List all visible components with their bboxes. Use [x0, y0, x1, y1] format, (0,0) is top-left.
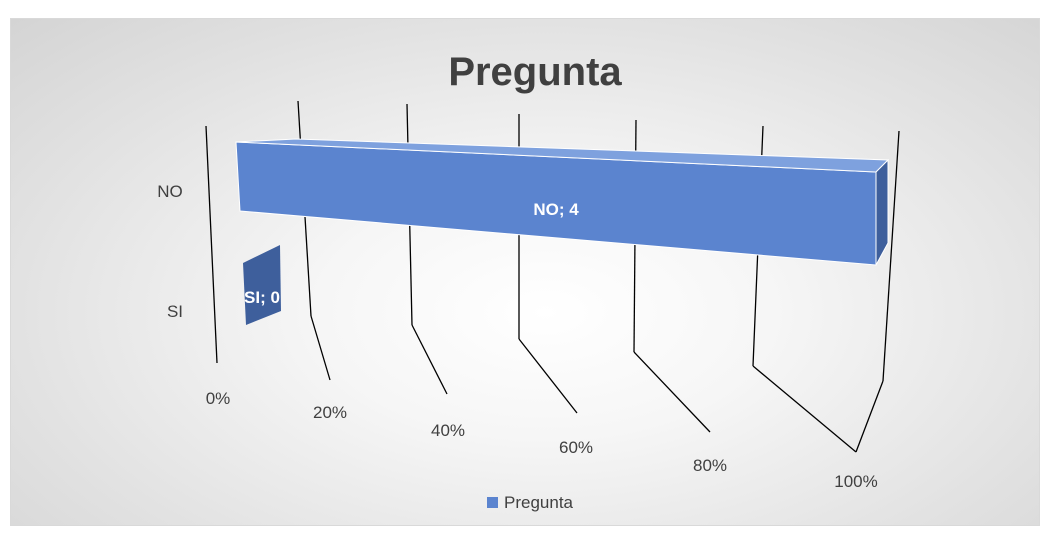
x-tick-label: 60%	[559, 438, 593, 457]
gridline-floor	[518, 338, 578, 414]
legend: Pregunta	[487, 493, 574, 512]
chart-title: Pregunta	[448, 50, 622, 94]
x-tick-label: 100%	[834, 472, 877, 491]
data-label-no: NO; 4	[533, 200, 579, 219]
x-tick-label: 0%	[206, 389, 231, 408]
gridline-floor	[411, 324, 448, 395]
gridline-floor	[752, 365, 857, 453]
gridline-vertical	[882, 130, 900, 382]
gridline-floor	[310, 315, 331, 381]
x-tick-label: 40%	[431, 421, 465, 440]
bars	[235, 138, 890, 325]
bar-no-side	[875, 158, 889, 266]
category-label-si: SI	[167, 302, 183, 321]
legend-label: Pregunta	[504, 493, 574, 512]
x-tick-label: 20%	[313, 403, 347, 422]
wall-edge	[205, 125, 218, 364]
chart-area	[10, 18, 1040, 526]
bar-si	[243, 245, 281, 325]
category-label-no: NO	[157, 182, 183, 201]
data-label-si: SI; 0	[244, 288, 280, 307]
x-tick-label: 80%	[693, 456, 727, 475]
legend-swatch	[487, 497, 498, 508]
x-tick-labels: 0% 20% 40% 60% 80% 100%	[206, 389, 878, 491]
gridline-floor	[633, 351, 711, 433]
gridline-floor	[855, 380, 884, 453]
